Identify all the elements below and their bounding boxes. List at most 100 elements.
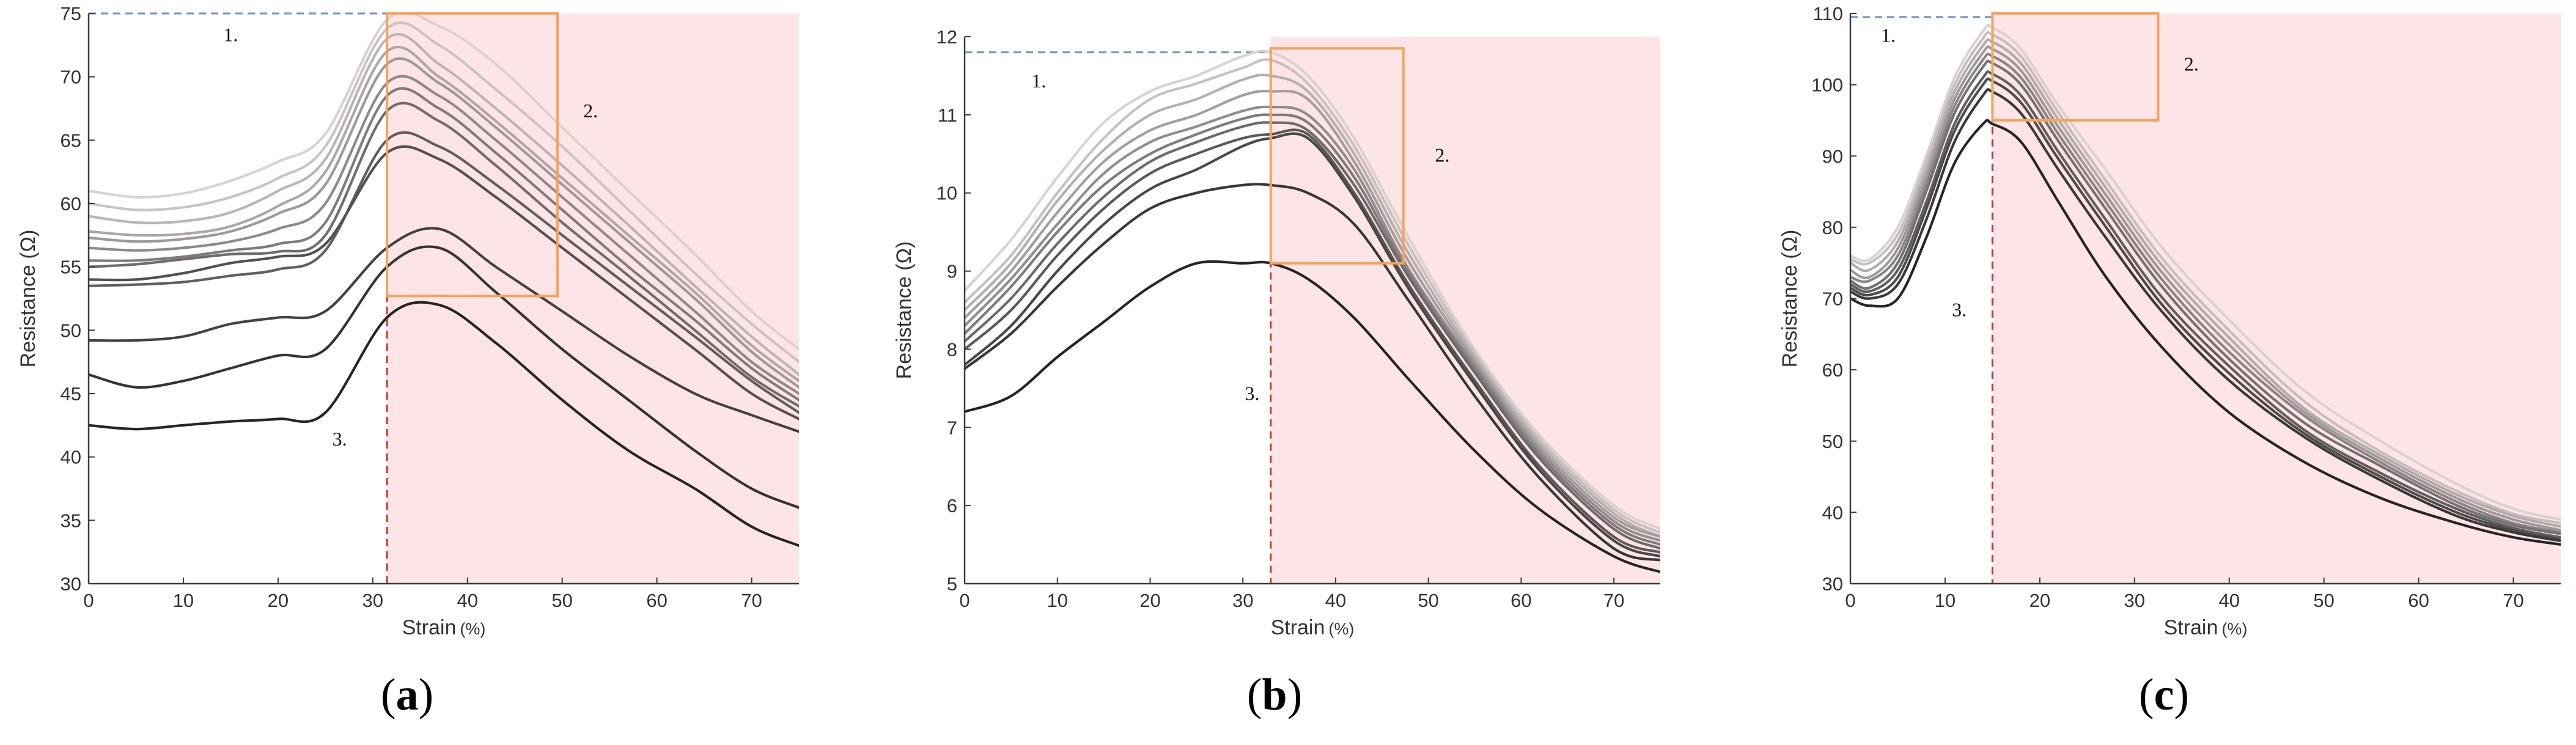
series-line-trace-8 — [965, 128, 1660, 554]
series-line-trace-8 — [1850, 77, 2561, 541]
series-line-trace-9 — [965, 132, 1660, 558]
series-line-trace-9 — [89, 131, 799, 414]
x-tick-label: 10 — [173, 590, 194, 611]
x-tick-label: 50 — [1418, 590, 1438, 611]
y-tick-label: 12 — [937, 26, 957, 48]
series-line-trace-3 — [965, 73, 1660, 538]
series-group — [965, 50, 1660, 573]
series-line-trace-3 — [1850, 38, 2561, 528]
x-tick-label: 10 — [1935, 590, 1956, 611]
region-box — [1991, 12, 2160, 122]
series-line-trace-11 — [89, 227, 799, 433]
chart-c: 0 10 20 30 40 50 60 70 30 40 50 60 70 80 90 100 110 Strai… — [1778, 3, 2561, 639]
x-tick-label: 30 — [2124, 590, 2145, 611]
y-tick-label: 90 — [1822, 145, 1843, 167]
x-tick-label: 60 — [646, 590, 667, 611]
annotation-label: 2. — [583, 100, 598, 122]
series-line-trace-5 — [89, 57, 799, 389]
series-line-trace-4 — [1850, 45, 2561, 532]
series-group — [1850, 24, 2561, 546]
shaded-region — [387, 13, 799, 584]
y-axis-title: Resistance (Ω) — [17, 230, 40, 368]
x-axis-title-text: Strain — [1271, 616, 1325, 639]
x-tick-label: 70 — [1603, 590, 1624, 611]
y-tick-label: 70 — [1822, 288, 1843, 310]
series-line-trace-4 — [965, 89, 1660, 538]
series-line-trace-1 — [1850, 24, 2561, 521]
series-line-trace-12 — [89, 245, 799, 509]
x-tick-label: 50 — [551, 590, 572, 611]
y-tick-label: 80 — [1822, 217, 1843, 238]
x-tick-label: 20 — [2030, 590, 2050, 611]
y-tick-label: 75 — [61, 3, 81, 24]
series-line-trace-6 — [89, 75, 799, 395]
series-line-trace-3 — [89, 33, 799, 376]
panel-label-b: (b) — [1246, 670, 1303, 720]
x-tick-label: 60 — [2408, 590, 2429, 611]
x-tick-label: 50 — [2313, 590, 2334, 611]
y-tick-label: 100 — [1811, 75, 1843, 96]
series-line-trace-6 — [965, 113, 1660, 546]
y-tick-label: 45 — [61, 383, 81, 405]
y-axis-title: Resistance (Ω) — [892, 241, 916, 380]
y-tick-label: 11 — [938, 105, 957, 126]
series-line-trace-9 — [1850, 88, 2561, 543]
x-tick-label: 10 — [1047, 590, 1067, 611]
series-line-trace-2 — [965, 58, 1660, 534]
x-axis-title-text: Strain — [402, 616, 457, 639]
x-axis-unit: (%) — [2221, 620, 2247, 638]
annotation-label: 1. — [223, 24, 238, 46]
x-axis-unit: (%) — [1328, 620, 1354, 638]
x-tick-label: 0 — [959, 590, 970, 611]
series-line-trace-6 — [1850, 59, 2561, 535]
chart-a: 0 10 20 30 40 50 60 70 30 35 40 45 50 55 60 65 70 75 Strai… — [17, 3, 799, 639]
panel-label-a: (a) — [380, 670, 434, 720]
annotation-label: 2. — [1435, 144, 1449, 166]
x-tick-label: 60 — [1511, 590, 1531, 611]
x-tick-label: 30 — [362, 590, 383, 611]
y-tick-label: 40 — [1822, 502, 1843, 523]
annotation-label: 1. — [1881, 24, 1896, 46]
y-axis-title: Resistance (Ω) — [1778, 230, 1801, 368]
annotation-label: 2. — [2184, 53, 2199, 75]
y-tick-label: 10 — [937, 183, 957, 204]
series-line-trace-10 — [1850, 119, 2561, 546]
y-tick-label: 50 — [61, 320, 81, 341]
x-axis-unit: (%) — [460, 620, 485, 638]
y-tick-label: 8 — [947, 339, 957, 360]
x-tick-label: 20 — [268, 590, 289, 611]
x-tick-label: 0 — [1845, 590, 1855, 611]
x-tick-label: 30 — [1232, 590, 1253, 611]
y-tick-label: 50 — [1822, 431, 1843, 452]
series-line-trace-10 — [965, 183, 1660, 562]
y-tick-label: 40 — [61, 447, 81, 468]
panel-label-c: (c) — [2138, 670, 2190, 720]
x-axis-title-text: Strain — [2164, 616, 2218, 639]
x-tick-label: 40 — [2218, 590, 2239, 611]
x-tick-label: 40 — [457, 590, 477, 611]
x-axis-title: Strain (%) — [2164, 616, 2248, 639]
series-line-trace-13 — [89, 301, 799, 547]
annotation-label: 1. — [1031, 70, 1046, 92]
series-line-trace-7 — [1850, 70, 2561, 539]
series-line-trace-11 — [965, 260, 1660, 573]
region-box — [1269, 47, 1405, 265]
series-line-trace-1 — [89, 13, 799, 351]
series-line-trace-10 — [89, 145, 799, 420]
series-group — [89, 13, 799, 547]
region-box — [386, 12, 559, 298]
series-line-trace-5 — [965, 105, 1660, 542]
y-tick-label: 110 — [1813, 3, 1843, 24]
y-tick-label: 35 — [61, 510, 81, 531]
x-axis-title: Strain (%) — [402, 616, 486, 639]
x-tick-label: 70 — [741, 590, 762, 611]
x-axis-title: Strain (%) — [1271, 616, 1355, 639]
y-tick-label: 55 — [61, 257, 81, 278]
annotation-label: 3. — [1245, 383, 1259, 405]
series-line-trace-8 — [89, 101, 799, 408]
x-tick-label: 40 — [1325, 590, 1346, 611]
series-line-trace-7 — [965, 121, 1660, 550]
shaded-region — [1992, 13, 2561, 584]
